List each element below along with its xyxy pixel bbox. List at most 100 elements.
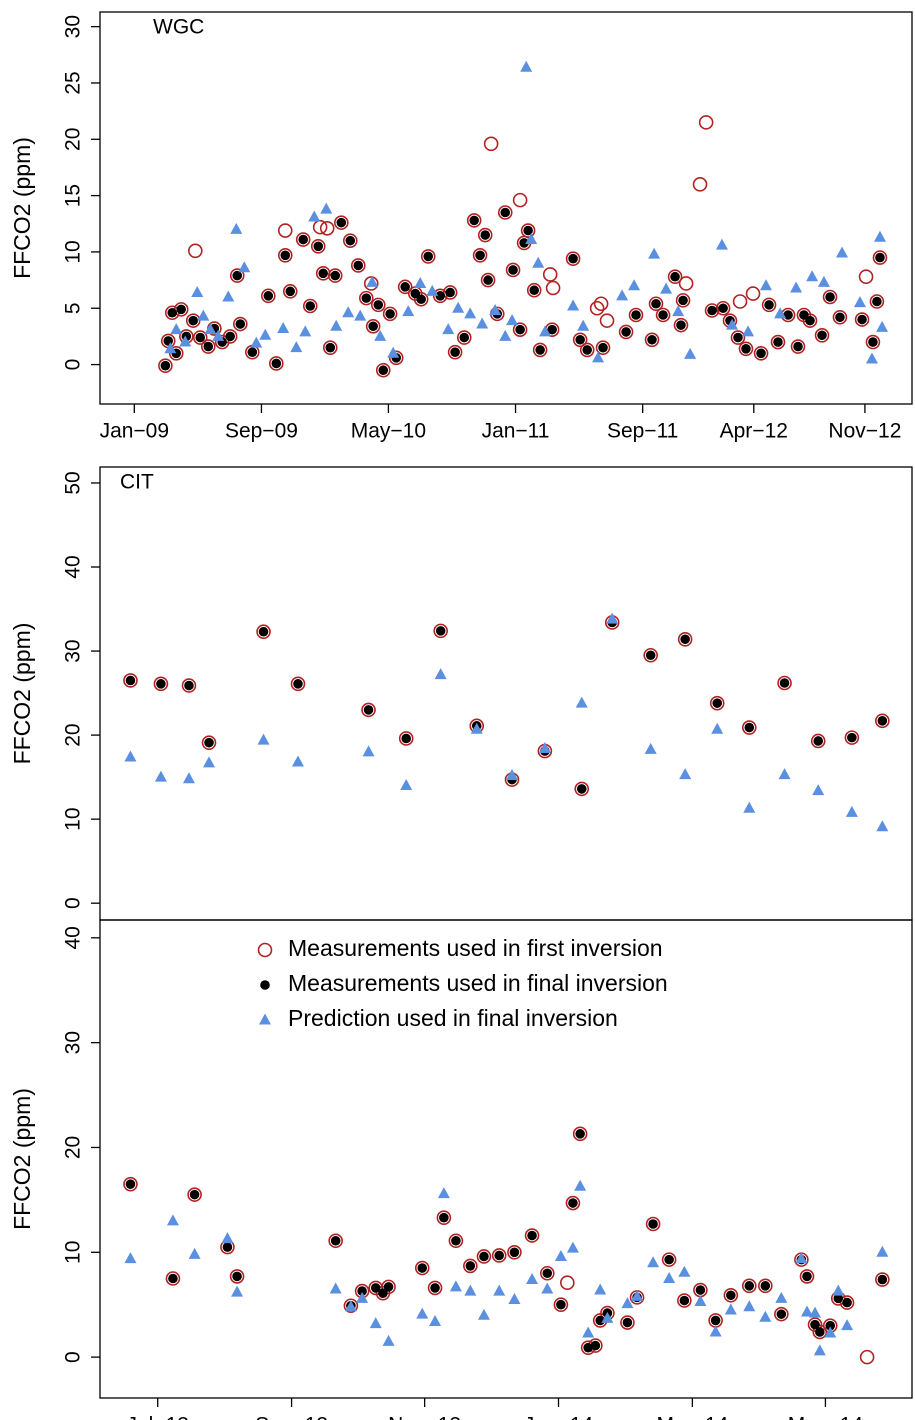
legend-label: Measurements used in first inversion (288, 935, 663, 961)
final-inversion-point (508, 265, 518, 275)
final-inversion-point (680, 634, 690, 645)
prediction-point (203, 756, 216, 768)
final-inversion-point (383, 1282, 394, 1292)
prediction-point (601, 1311, 614, 1323)
prediction-point (191, 285, 204, 297)
prediction-point (442, 323, 455, 335)
final-inversion-point (167, 307, 178, 318)
prediction-point (382, 1334, 395, 1346)
x-tick-label: Jan−11 (482, 420, 550, 443)
first-inversion-point (282, 284, 298, 299)
x-tick-label: Sep−13 (255, 1414, 328, 1420)
final-inversion-point (556, 1299, 566, 1310)
final-inversion-point (631, 310, 641, 320)
first-inversion-point (497, 205, 513, 220)
final-inversion-point (651, 298, 661, 309)
prediction-point (470, 722, 483, 734)
final-inversion-point (176, 304, 186, 315)
prediction-point (222, 290, 235, 302)
prediction-point (809, 1306, 822, 1318)
legend-marker (259, 1013, 271, 1025)
prediction-point (402, 305, 415, 317)
prediction-point (493, 1284, 506, 1296)
first-inversion-point (261, 288, 276, 304)
first-inversion-point (427, 1280, 443, 1296)
x-tick-label: May−10 (351, 420, 426, 443)
y-axis-label: FFCO2 (ppm) (9, 137, 35, 279)
first-inversion-point (822, 289, 838, 305)
legend-marker (260, 980, 270, 990)
first-inversion-point (232, 316, 248, 332)
y-tick-label: 10 (62, 240, 85, 263)
first-inversion-point (350, 258, 366, 273)
first-inversion-point (398, 731, 414, 746)
prediction-point (526, 1273, 539, 1285)
final-inversion-point (373, 300, 384, 310)
final-inversion-point (204, 737, 214, 748)
final-inversion-point (707, 305, 717, 316)
final-inversion-point (450, 347, 460, 357)
first-inversion-point (165, 1271, 181, 1286)
first-inversion-point (526, 282, 542, 298)
prediction-point (711, 722, 724, 734)
first-inversion-point (222, 329, 238, 344)
final-inversion-point (480, 230, 491, 240)
prediction-point (362, 745, 375, 757)
first-inversion-point (153, 676, 169, 692)
first-inversion-point (628, 307, 644, 323)
first-inversion-point (382, 306, 398, 322)
prediction-point (577, 319, 590, 331)
first-inversion-point (463, 1258, 478, 1274)
final-inversion-point (817, 330, 827, 341)
final-inversion-point (575, 1129, 585, 1139)
first-inversion-point (420, 249, 436, 264)
final-inversion-point (519, 238, 529, 248)
final-inversion-point (825, 1320, 836, 1331)
prediction-point (575, 696, 588, 708)
final-inversion-point (125, 1179, 136, 1189)
prediction-point (212, 329, 225, 341)
first-inversion-point (618, 324, 634, 340)
final-inversion-point (168, 1273, 178, 1284)
first-inversion-point (620, 1315, 635, 1330)
first-inversion-point (269, 356, 284, 371)
prediction-point (452, 301, 465, 313)
final-inversion-point (313, 241, 324, 252)
final-inversion-point (203, 341, 214, 352)
x-tick-label: Jan−14 (524, 1414, 594, 1420)
prediction-point (709, 1325, 722, 1337)
y-tick-label: 40 (62, 926, 85, 949)
first-inversion-point (692, 177, 708, 192)
prediction-point (836, 246, 849, 258)
first-inversion-point (343, 1298, 359, 1314)
final-inversion-point (877, 716, 888, 726)
first-inversion-point (875, 1272, 890, 1287)
final-inversion-point (733, 332, 743, 343)
panel-title: CIT (120, 471, 154, 494)
legend-marker (257, 942, 273, 958)
first-inversion-point (524, 1228, 540, 1243)
first-inversion-point (643, 647, 658, 663)
prediction-point (520, 60, 533, 72)
prediction-point (429, 1314, 442, 1326)
first-inversion-point (358, 290, 374, 306)
first-inversion-point (295, 232, 311, 247)
prediction-point (277, 322, 290, 334)
prediction-point (356, 1291, 369, 1303)
prediction-point (812, 784, 825, 796)
final-inversion-point (271, 358, 282, 369)
prediction-point (841, 1319, 854, 1331)
prediction-point (329, 1282, 342, 1294)
first-inversion-point (673, 317, 689, 333)
prediction-point (330, 319, 343, 331)
prediction-point (464, 307, 477, 319)
prediction-point (164, 342, 177, 354)
prediction-point (476, 317, 489, 329)
final-inversion-point (664, 1254, 674, 1265)
y-axis-label: FFCO2 (ppm) (9, 623, 35, 765)
final-inversion-point (590, 1340, 601, 1351)
prediction-point (824, 1326, 837, 1338)
first-inversion-point (572, 332, 588, 348)
prediction-point (663, 1272, 676, 1283)
